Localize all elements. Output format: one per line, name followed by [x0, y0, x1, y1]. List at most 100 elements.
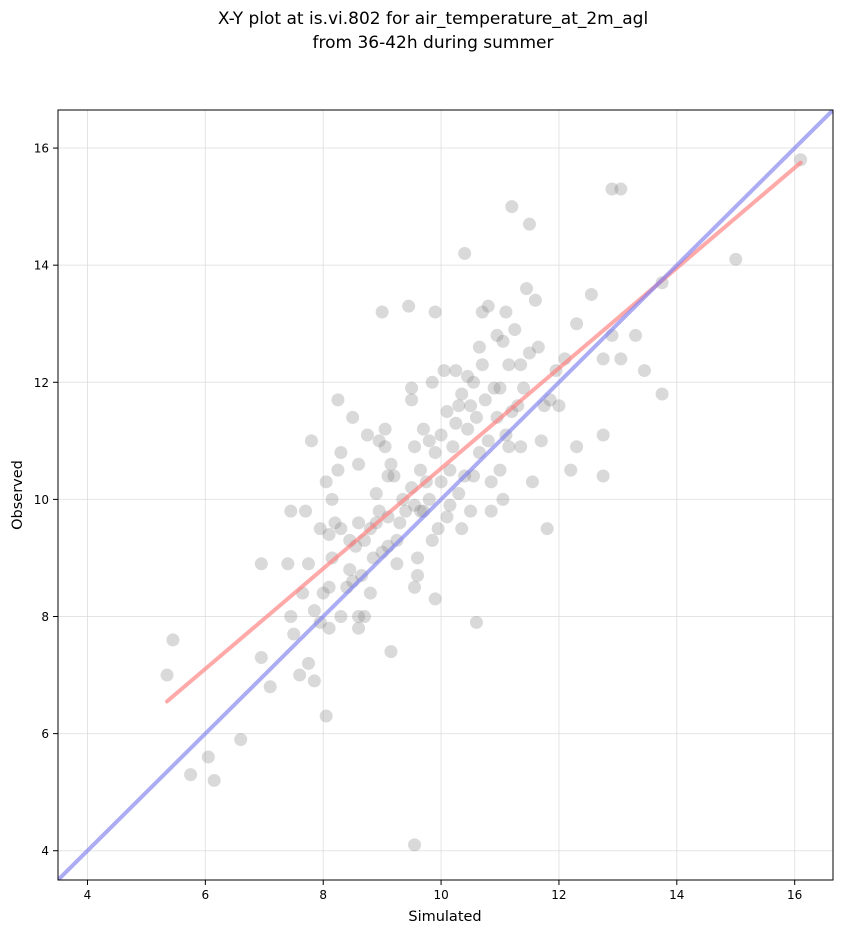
data-point: [505, 405, 519, 419]
data-point: [455, 522, 469, 536]
data-point: [363, 586, 377, 600]
data-point: [455, 387, 469, 401]
data-point: [493, 463, 507, 477]
fit-lines: [58, 110, 833, 880]
y-axis-ticks: 4 6 8 10 12 14 16: [34, 142, 58, 858]
data-point: [434, 428, 448, 442]
data-point: [390, 533, 404, 547]
y-tick-label: 12: [34, 376, 49, 390]
data-point: [319, 709, 333, 723]
data-point: [322, 580, 336, 594]
data-point: [281, 557, 295, 571]
data-point: [284, 504, 298, 518]
data-point: [614, 182, 628, 196]
data-point: [496, 492, 510, 506]
data-point: [369, 487, 383, 501]
data-point: [475, 305, 489, 319]
data-point: [408, 440, 422, 454]
x-tick-label: 4: [84, 888, 92, 902]
data-point: [352, 516, 366, 530]
data-point: [408, 498, 422, 512]
data-point: [166, 633, 180, 647]
y-tick-label: 10: [34, 493, 49, 507]
data-point: [254, 650, 268, 664]
x-tick-label: 12: [551, 888, 566, 902]
data-point: [449, 364, 463, 378]
data-point: [399, 504, 413, 518]
data-point: [201, 750, 215, 764]
data-point: [284, 610, 298, 624]
data-point: [372, 504, 386, 518]
data-point: [390, 557, 404, 571]
data-point: [254, 557, 268, 571]
data-point: [301, 557, 315, 571]
data-point: [334, 522, 348, 536]
plot-area-frame: [57, 109, 834, 881]
data-point: [517, 381, 531, 395]
data-point: [313, 615, 327, 629]
x-tick-label: 16: [787, 888, 802, 902]
data-point: [520, 282, 534, 296]
data-point: [428, 446, 442, 460]
data-point: [402, 299, 416, 313]
data-point: [425, 533, 439, 547]
x-axis-label: Simulated: [408, 909, 481, 925]
data-point: [422, 492, 436, 506]
data-point: [304, 434, 318, 448]
data-point: [481, 299, 495, 313]
data-point: [411, 569, 425, 583]
data-point: [605, 182, 619, 196]
data-point: [184, 768, 198, 782]
data-point: [458, 246, 472, 260]
data-point: [307, 604, 321, 618]
data-point: [375, 305, 389, 319]
data-point: [522, 346, 536, 360]
data-point: [475, 358, 489, 372]
y-axis-label: Observed: [10, 460, 26, 530]
data-point: [384, 645, 398, 659]
data-point: [352, 457, 366, 471]
data-point: [490, 328, 504, 342]
data-point: [263, 680, 277, 694]
data-point: [352, 610, 366, 624]
data-point: [378, 440, 392, 454]
chart-title-line-1: X-Y plot at is.vi.802 for air_temperatur…: [218, 9, 648, 29]
data-point: [729, 252, 743, 266]
data-point: [325, 492, 339, 506]
data-point: [528, 293, 542, 307]
data-point: [493, 381, 507, 395]
data-point: [596, 469, 610, 483]
data-point: [293, 668, 307, 682]
x-tick-label: 8: [319, 888, 327, 902]
chart-title-line-2: from 36-42h during summer: [313, 33, 554, 53]
data-point: [614, 352, 628, 366]
data-point: [343, 563, 357, 577]
data-point: [416, 422, 430, 436]
data-point: [331, 463, 345, 477]
data-point: [449, 416, 463, 430]
data-point: [637, 364, 651, 378]
data-point: [540, 522, 554, 536]
data-point: [564, 463, 578, 477]
data-point: [384, 457, 398, 471]
data-point: [405, 393, 419, 407]
data-point: [570, 440, 584, 454]
data-point: [334, 610, 348, 624]
data-point: [502, 440, 516, 454]
identity-line: [58, 110, 833, 880]
x-tick-label: 10: [433, 888, 448, 902]
data-point: [596, 428, 610, 442]
data-point: [629, 328, 643, 342]
data-point: [234, 732, 248, 746]
data-point: [393, 516, 407, 530]
data-point: [464, 399, 478, 413]
data-point: [514, 358, 528, 372]
data-point: [357, 610, 371, 624]
data-point: [408, 838, 422, 852]
data-point: [484, 504, 498, 518]
data-point: [440, 405, 454, 419]
data-point: [207, 773, 221, 787]
data-point: [437, 364, 451, 378]
data-point: [508, 323, 522, 337]
